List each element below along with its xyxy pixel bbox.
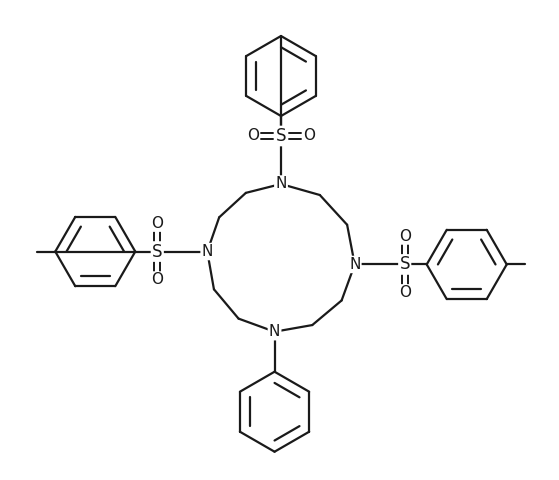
- Text: N: N: [269, 324, 280, 339]
- Text: S: S: [276, 127, 286, 145]
- Text: N: N: [202, 244, 213, 259]
- Text: S: S: [400, 255, 410, 274]
- Text: N: N: [349, 257, 361, 272]
- Text: O: O: [151, 216, 163, 231]
- Text: O: O: [399, 229, 411, 244]
- Text: O: O: [247, 129, 259, 144]
- Text: N: N: [276, 177, 287, 192]
- Text: O: O: [303, 129, 315, 144]
- Text: O: O: [399, 285, 411, 300]
- Text: O: O: [151, 272, 163, 287]
- Text: S: S: [152, 242, 163, 261]
